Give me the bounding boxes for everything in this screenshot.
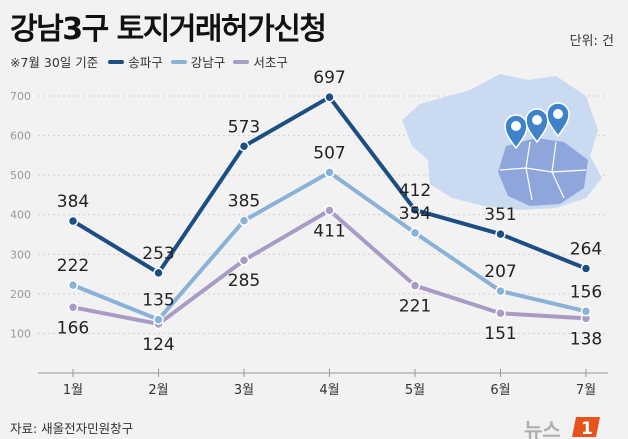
data-point-1: [67, 279, 79, 291]
data-label: 697: [313, 68, 345, 88]
data-label: 507: [313, 143, 345, 163]
legend-label-songpa: 송파구: [128, 55, 163, 70]
data-label: 412: [399, 181, 431, 201]
series-layer: [67, 91, 592, 330]
x-tick-label: 3월: [234, 383, 254, 398]
data-point-0: [409, 204, 421, 216]
data-label-layer: 384 253 573 697 412 351 264 222 135 385 507 354 207 1…: [57, 68, 602, 355]
data-point-0: [495, 228, 506, 240]
data-label: 411: [313, 221, 345, 241]
data-point-1: [409, 227, 421, 239]
seoul-map-illustration: [402, 74, 602, 210]
data-point-1: [580, 306, 592, 317]
x-tick-label: 1월: [63, 383, 83, 398]
data-label: 138: [570, 329, 602, 349]
y-tick-label: 200: [10, 288, 31, 301]
data-label: 253: [142, 244, 174, 264]
y-tick-label: 700: [10, 90, 31, 103]
data-label: 124: [142, 335, 174, 355]
data-label: 207: [484, 262, 516, 282]
data-label: 166: [57, 318, 89, 338]
data-point-1: [238, 215, 250, 226]
data-label: 151: [484, 324, 516, 344]
x-tick-label: 7월: [576, 383, 596, 398]
data-label: 264: [570, 240, 602, 260]
data-label: 384: [57, 192, 89, 212]
x-tick-label: 4월: [319, 383, 339, 398]
data-point-2: [67, 302, 79, 313]
legend-swatch-songpa: [108, 59, 125, 64]
axis-layer: 100 200 300 400 500 600 700 1월 2월 3월 4월 5월 6월 7월: [10, 90, 608, 398]
data-point-2: [409, 280, 421, 291]
y-tick-label: 300: [10, 248, 31, 261]
source-note: 자료: 새올전자민원창구: [10, 421, 134, 436]
y-tick-label: 400: [10, 209, 31, 222]
data-point-1: [153, 314, 164, 325]
y-tick-label: 600: [10, 130, 31, 143]
news1-logo: 뉴스 1: [524, 417, 600, 439]
svg-text:1: 1: [581, 419, 593, 439]
location-pin-icon-1: [504, 114, 528, 150]
legend-item-seocho: 서초구: [233, 52, 288, 71]
data-point-0: [67, 215, 79, 227]
data-point-2: [324, 205, 335, 216]
x-tick-label: 5월: [405, 383, 425, 398]
data-label: 222: [57, 256, 89, 276]
data-label: 285: [228, 271, 260, 291]
x-tick-label: 6월: [490, 383, 510, 398]
legend: ※7월 30일 기준 송파구 강남구 서초구: [10, 52, 296, 71]
data-label: 354: [399, 204, 431, 224]
data-point-0: [238, 141, 250, 152]
data-point-1: [324, 167, 335, 178]
chart-title: 강남3구 토지거래허가신청: [10, 12, 327, 47]
data-point-0: [153, 267, 164, 279]
legend-item-gangnam: 강남구: [170, 52, 226, 71]
data-label: 573: [228, 117, 260, 137]
data-point-0: [580, 263, 592, 274]
district-border-3: [499, 167, 587, 173]
data-point-2: [495, 307, 506, 319]
legend-label-seocho: 서초구: [253, 55, 288, 70]
data-point-1: [495, 285, 506, 297]
legend-item-songpa: 송파구: [108, 52, 163, 71]
location-pin-icon-2: [525, 108, 549, 144]
data-label: 221: [399, 297, 431, 317]
data-label: 385: [228, 192, 260, 212]
legend-swatch-seocho: [233, 59, 250, 64]
y-tick-label: 100: [10, 327, 31, 340]
data-point-0: [324, 91, 335, 103]
data-label: 135: [142, 291, 174, 311]
legend-label-gangnam: 강남구: [190, 55, 226, 70]
legend-swatch-gangnam: [170, 59, 187, 64]
gangnam3gu-district-highlight: [498, 138, 588, 206]
y-tick-label: 500: [10, 169, 31, 182]
data-label: 156: [570, 282, 602, 302]
date-note: ※7월 30일 기준: [10, 55, 99, 70]
unit-label: 단위: 건: [569, 34, 614, 49]
x-tick-label: 2월: [148, 383, 168, 398]
svg-text:뉴스: 뉴스: [524, 418, 561, 439]
location-pin-icon-3: [546, 102, 570, 138]
data-point-2: [238, 254, 250, 266]
data-label: 351: [484, 205, 516, 225]
